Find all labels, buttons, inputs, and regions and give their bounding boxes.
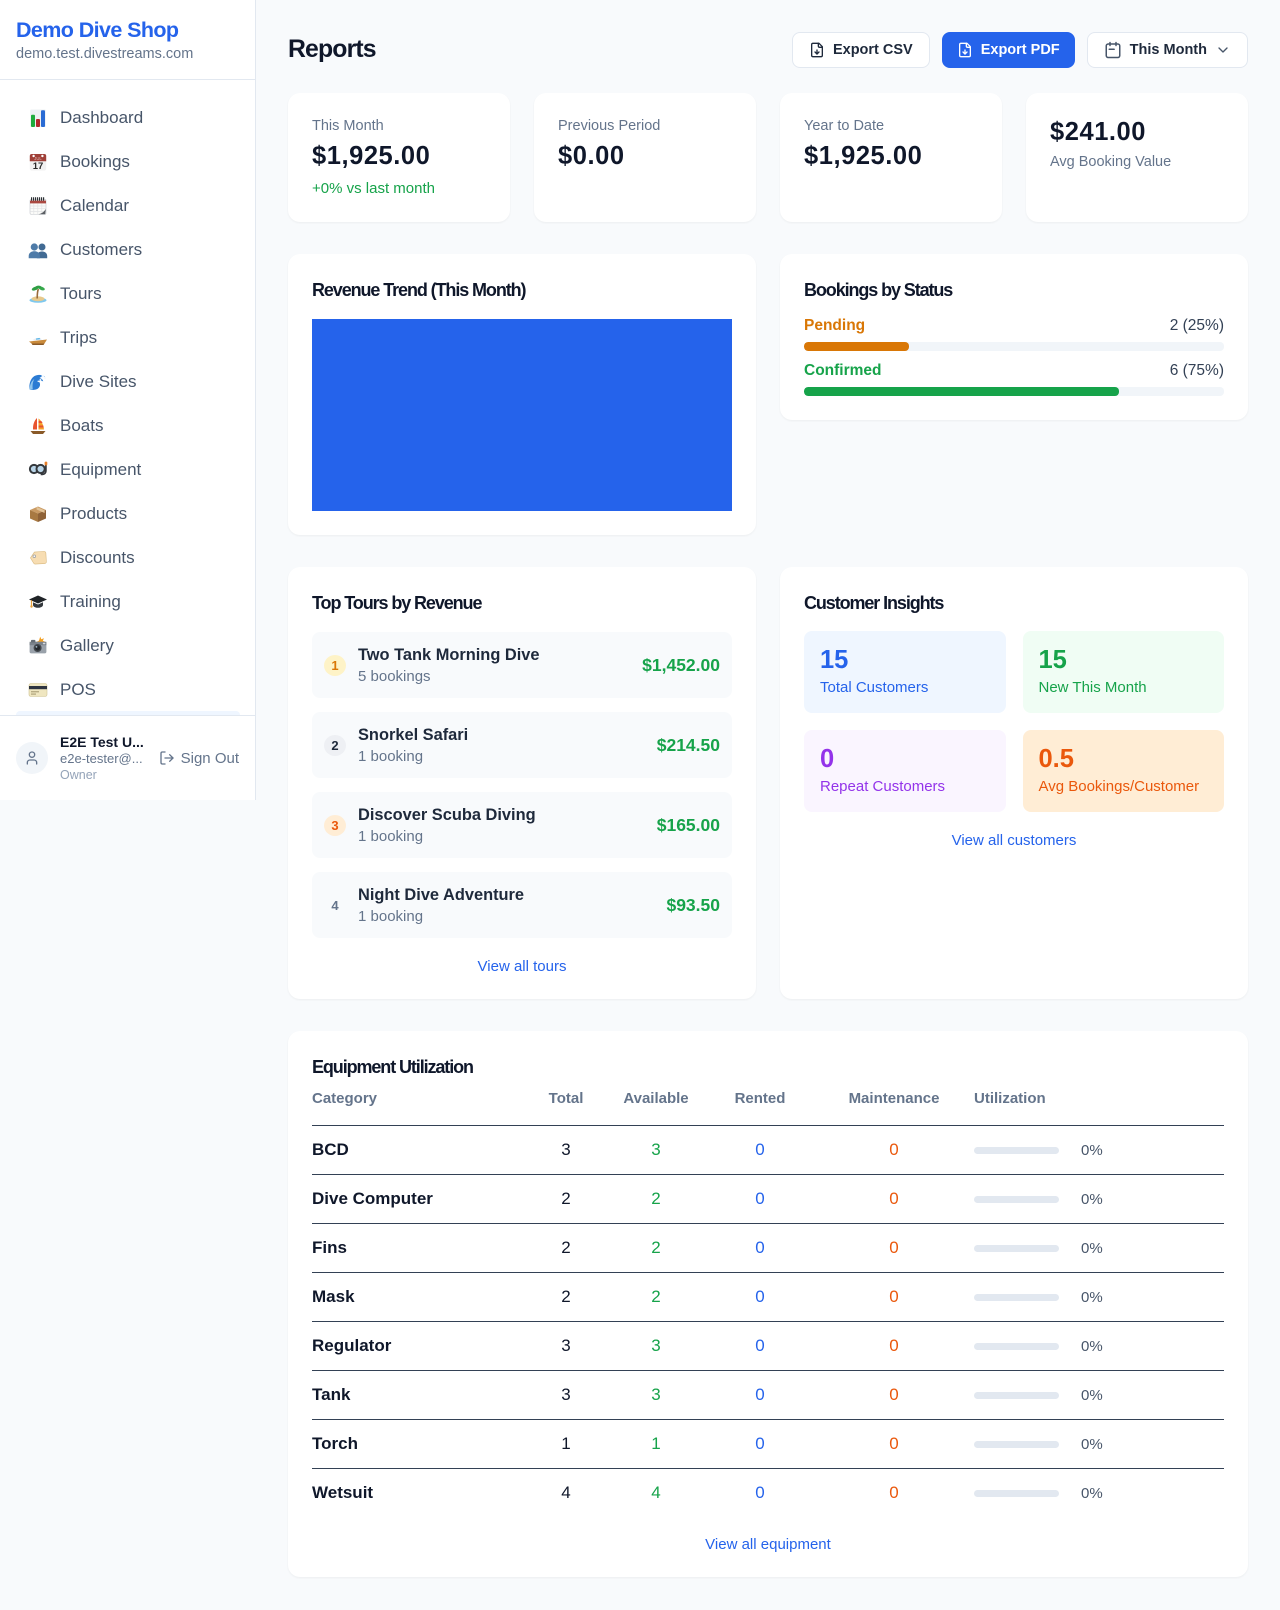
svg-text:JUL: JUL <box>34 156 42 161</box>
svg-text:17: 17 <box>33 161 44 172</box>
